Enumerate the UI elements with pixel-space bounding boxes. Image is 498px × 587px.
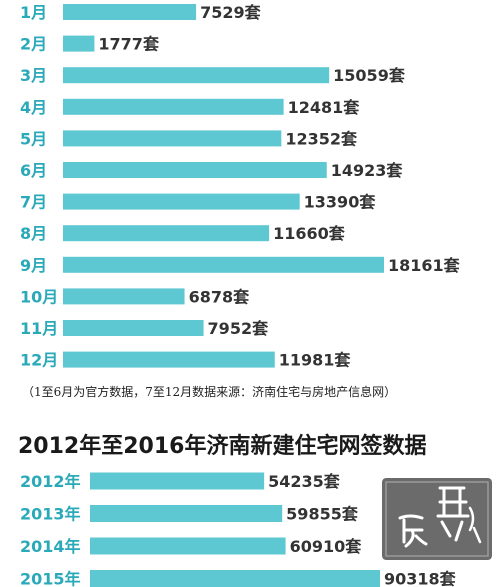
month-bar xyxy=(63,225,269,241)
data-source-note: （1至6月为官方数据，7至12月数据来源：济南住宅与房地产信息网） xyxy=(22,383,396,400)
month-category-label: 6月 xyxy=(20,161,47,180)
month-bar xyxy=(63,352,275,368)
month-value-label: 12481套 xyxy=(288,98,361,117)
year-category-label: 2015年 xyxy=(20,570,81,587)
month-category-label: 5月 xyxy=(20,129,47,148)
month-bar xyxy=(63,194,300,210)
month-bar xyxy=(63,162,327,178)
month-value-label: 6878套 xyxy=(189,287,251,306)
year-value-label: 59855套 xyxy=(286,505,359,524)
month-category-label: 3月 xyxy=(20,66,47,85)
month-value-label: 14923套 xyxy=(331,161,404,180)
month-bar xyxy=(63,130,281,146)
month-value-label: 11660套 xyxy=(273,224,346,243)
seal-stamp-logo xyxy=(382,478,492,560)
year-category-label: 2014年 xyxy=(20,537,81,556)
month-value-label: 12352套 xyxy=(285,129,358,148)
month-value-label: 13390套 xyxy=(304,193,377,212)
year-value-label: 90318套 xyxy=(384,570,457,587)
month-value-label: 15059套 xyxy=(333,66,406,85)
month-value-label: 7529套 xyxy=(200,3,262,22)
month-category-label: 10月 xyxy=(20,287,58,306)
month-category-label: 4月 xyxy=(20,98,47,117)
month-value-label: 18161套 xyxy=(388,256,461,275)
yearly-chart-title: 2012年至2016年济南新建住宅网签数据 xyxy=(18,428,426,460)
year-value-label: 54235套 xyxy=(268,472,341,491)
month-bar xyxy=(63,99,284,115)
year-value-label: 60910套 xyxy=(290,537,363,556)
month-value-label: 1777套 xyxy=(98,35,160,54)
year-bar xyxy=(90,570,380,587)
year-bar xyxy=(90,538,286,555)
month-category-label: 9月 xyxy=(20,256,47,275)
month-category-label: 7月 xyxy=(20,193,47,212)
year-category-label: 2013年 xyxy=(20,505,81,524)
month-bar xyxy=(63,36,94,52)
month-bar xyxy=(63,320,204,336)
month-category-label: 2月 xyxy=(20,35,47,54)
month-value-label: 11981套 xyxy=(279,351,352,370)
month-category-label: 8月 xyxy=(20,224,47,243)
month-value-label: 7952套 xyxy=(208,319,270,338)
month-bar xyxy=(63,4,196,20)
year-bar xyxy=(90,473,264,490)
month-category-label: 11月 xyxy=(20,319,58,338)
month-category-label: 12月 xyxy=(20,351,58,370)
month-bar xyxy=(63,257,384,273)
monthly-bar-chart: 1月 7529套 2月 1777套 3月 15059套 4月 12481套 5月 12352套 6月… xyxy=(0,0,498,380)
month-category-label: 1月 xyxy=(20,3,47,22)
year-category-label: 2012年 xyxy=(20,472,81,491)
year-bar xyxy=(90,505,282,522)
month-bar xyxy=(63,288,185,304)
month-bar xyxy=(63,67,329,83)
